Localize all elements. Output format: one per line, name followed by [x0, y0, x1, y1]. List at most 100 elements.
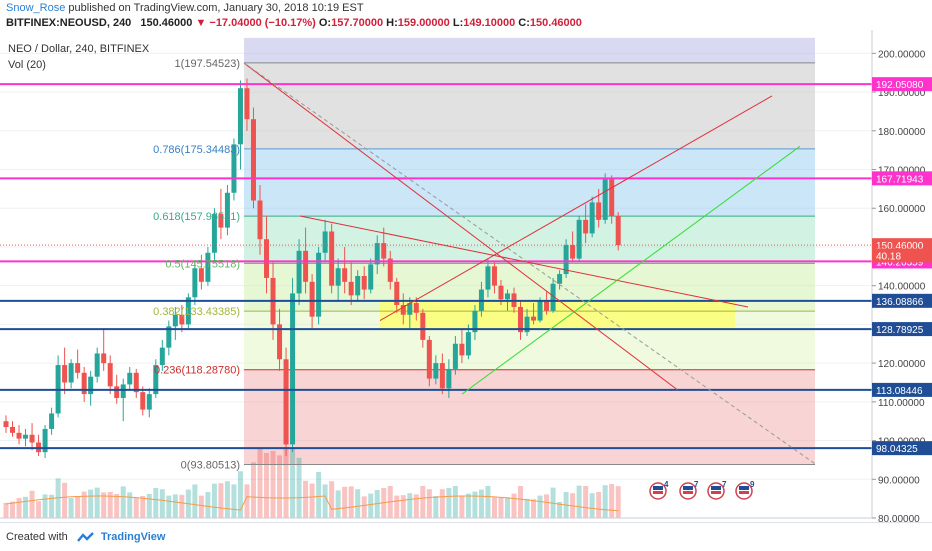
candle-body	[250, 119, 256, 201]
candle-body	[49, 413, 55, 429]
trend-line	[461, 145, 801, 395]
candle-body	[296, 250, 302, 294]
flag-stripe	[653, 486, 663, 490]
candle-body	[550, 283, 556, 311]
candle	[296, 239, 302, 306]
candle-body	[81, 372, 87, 395]
volume-bar	[153, 488, 159, 518]
candle-body	[576, 219, 582, 259]
candle	[140, 386, 146, 416]
volume-bar	[146, 494, 152, 518]
volume-bar	[244, 484, 250, 518]
candle-body	[407, 303, 413, 315]
volume-bar	[303, 480, 309, 518]
candle-body	[198, 268, 204, 282]
price-tick-label: 200.00000	[878, 49, 926, 60]
candle-body	[185, 297, 191, 325]
candle-body	[3, 421, 9, 428]
candle	[42, 425, 48, 458]
candle-body	[537, 301, 543, 321]
volume-bar	[459, 495, 465, 518]
trend-line	[299, 215, 749, 308]
candle-body	[133, 372, 139, 393]
volume-bar	[407, 493, 413, 518]
candle	[322, 219, 328, 263]
author-link[interactable]: Snow_Rose	[6, 2, 66, 14]
volume-bar	[270, 451, 276, 518]
candle	[172, 306, 178, 340]
candle	[544, 291, 550, 315]
candle-body	[374, 243, 380, 265]
volume-bar	[478, 489, 484, 518]
candle-body	[264, 239, 270, 278]
price-chart[interactable]: 1(197.54523) 0.786(175.34483) 0.618(157.96…	[0, 30, 932, 522]
candle	[264, 215, 270, 294]
price-tick-label: 180.00000	[878, 127, 926, 138]
candle-body	[179, 314, 185, 325]
candle-body	[172, 314, 178, 327]
highlight-zone	[380, 300, 735, 330]
price-tick-label: 90.00000	[878, 475, 920, 486]
candle	[120, 378, 126, 422]
candle-body	[153, 365, 159, 395]
volume-bar	[296, 457, 302, 518]
candle	[518, 301, 524, 340]
candle	[29, 423, 35, 451]
candle-body	[355, 276, 361, 296]
fib-level-label: 0.786(175.34483)	[153, 144, 240, 156]
candle	[257, 185, 263, 255]
level-price-tag: 167.71943	[876, 174, 924, 185]
candle	[23, 428, 29, 447]
level-price-tag: 146.26359	[876, 257, 924, 268]
candle	[374, 235, 380, 275]
candle	[250, 107, 256, 209]
candle-body	[107, 363, 113, 387]
volume-bar	[361, 496, 367, 518]
candle	[36, 434, 42, 457]
created-with-text: Created with	[6, 531, 68, 543]
volume-bar	[335, 490, 341, 518]
low-label: L:	[452, 17, 464, 29]
ohlc-bar: BITFINEX:NEOUSD, 240 150.46000 ▼ −17.040…	[0, 16, 932, 30]
candles	[3, 78, 621, 458]
candle	[570, 231, 576, 263]
current-price-tag-bg	[872, 248, 932, 263]
volume-bar	[198, 495, 204, 518]
tradingview-brand[interactable]: TradingView	[100, 531, 166, 543]
candle	[550, 277, 556, 313]
candle-body	[166, 326, 172, 348]
publish-info: Snow_Rose published on TradingView.com, …	[0, 0, 932, 16]
candle-body	[16, 432, 22, 439]
volume-bar	[29, 490, 35, 518]
price-tick-label: 120.00000	[878, 359, 926, 370]
volume-bar	[127, 492, 133, 518]
candle-body	[224, 192, 230, 228]
candle-body	[420, 312, 426, 340]
price-tick-label: 80.00000	[878, 514, 920, 522]
candle	[348, 262, 354, 306]
volume-bar	[107, 492, 113, 518]
candle-body	[557, 274, 563, 284]
volume-bar	[491, 497, 497, 518]
event-count: 4	[664, 480, 669, 489]
volume-bar	[10, 501, 16, 518]
current-price-tag: 150.46000	[876, 241, 924, 252]
volume-bar	[224, 481, 230, 518]
candle-body	[192, 268, 198, 298]
price-axis: 200.00000 190.00000 180.00000 170.00000 160.…	[871, 30, 932, 522]
candle-body	[303, 250, 309, 282]
candle-body	[62, 365, 68, 383]
event-badge: 7	[679, 480, 699, 500]
candle	[459, 328, 465, 364]
volume-bar	[3, 502, 9, 518]
candle-body	[524, 316, 530, 333]
level-price-tag-bg	[872, 293, 932, 308]
volume-bar	[172, 494, 178, 518]
candle-body	[68, 363, 74, 383]
price-tick-label: 170.00000	[878, 166, 926, 177]
volume-bar	[433, 496, 439, 518]
fib-level-label: 0.382(133.43385)	[153, 306, 240, 318]
candle	[589, 196, 595, 238]
level-price-tag-bg	[872, 441, 932, 456]
candle	[94, 347, 100, 383]
